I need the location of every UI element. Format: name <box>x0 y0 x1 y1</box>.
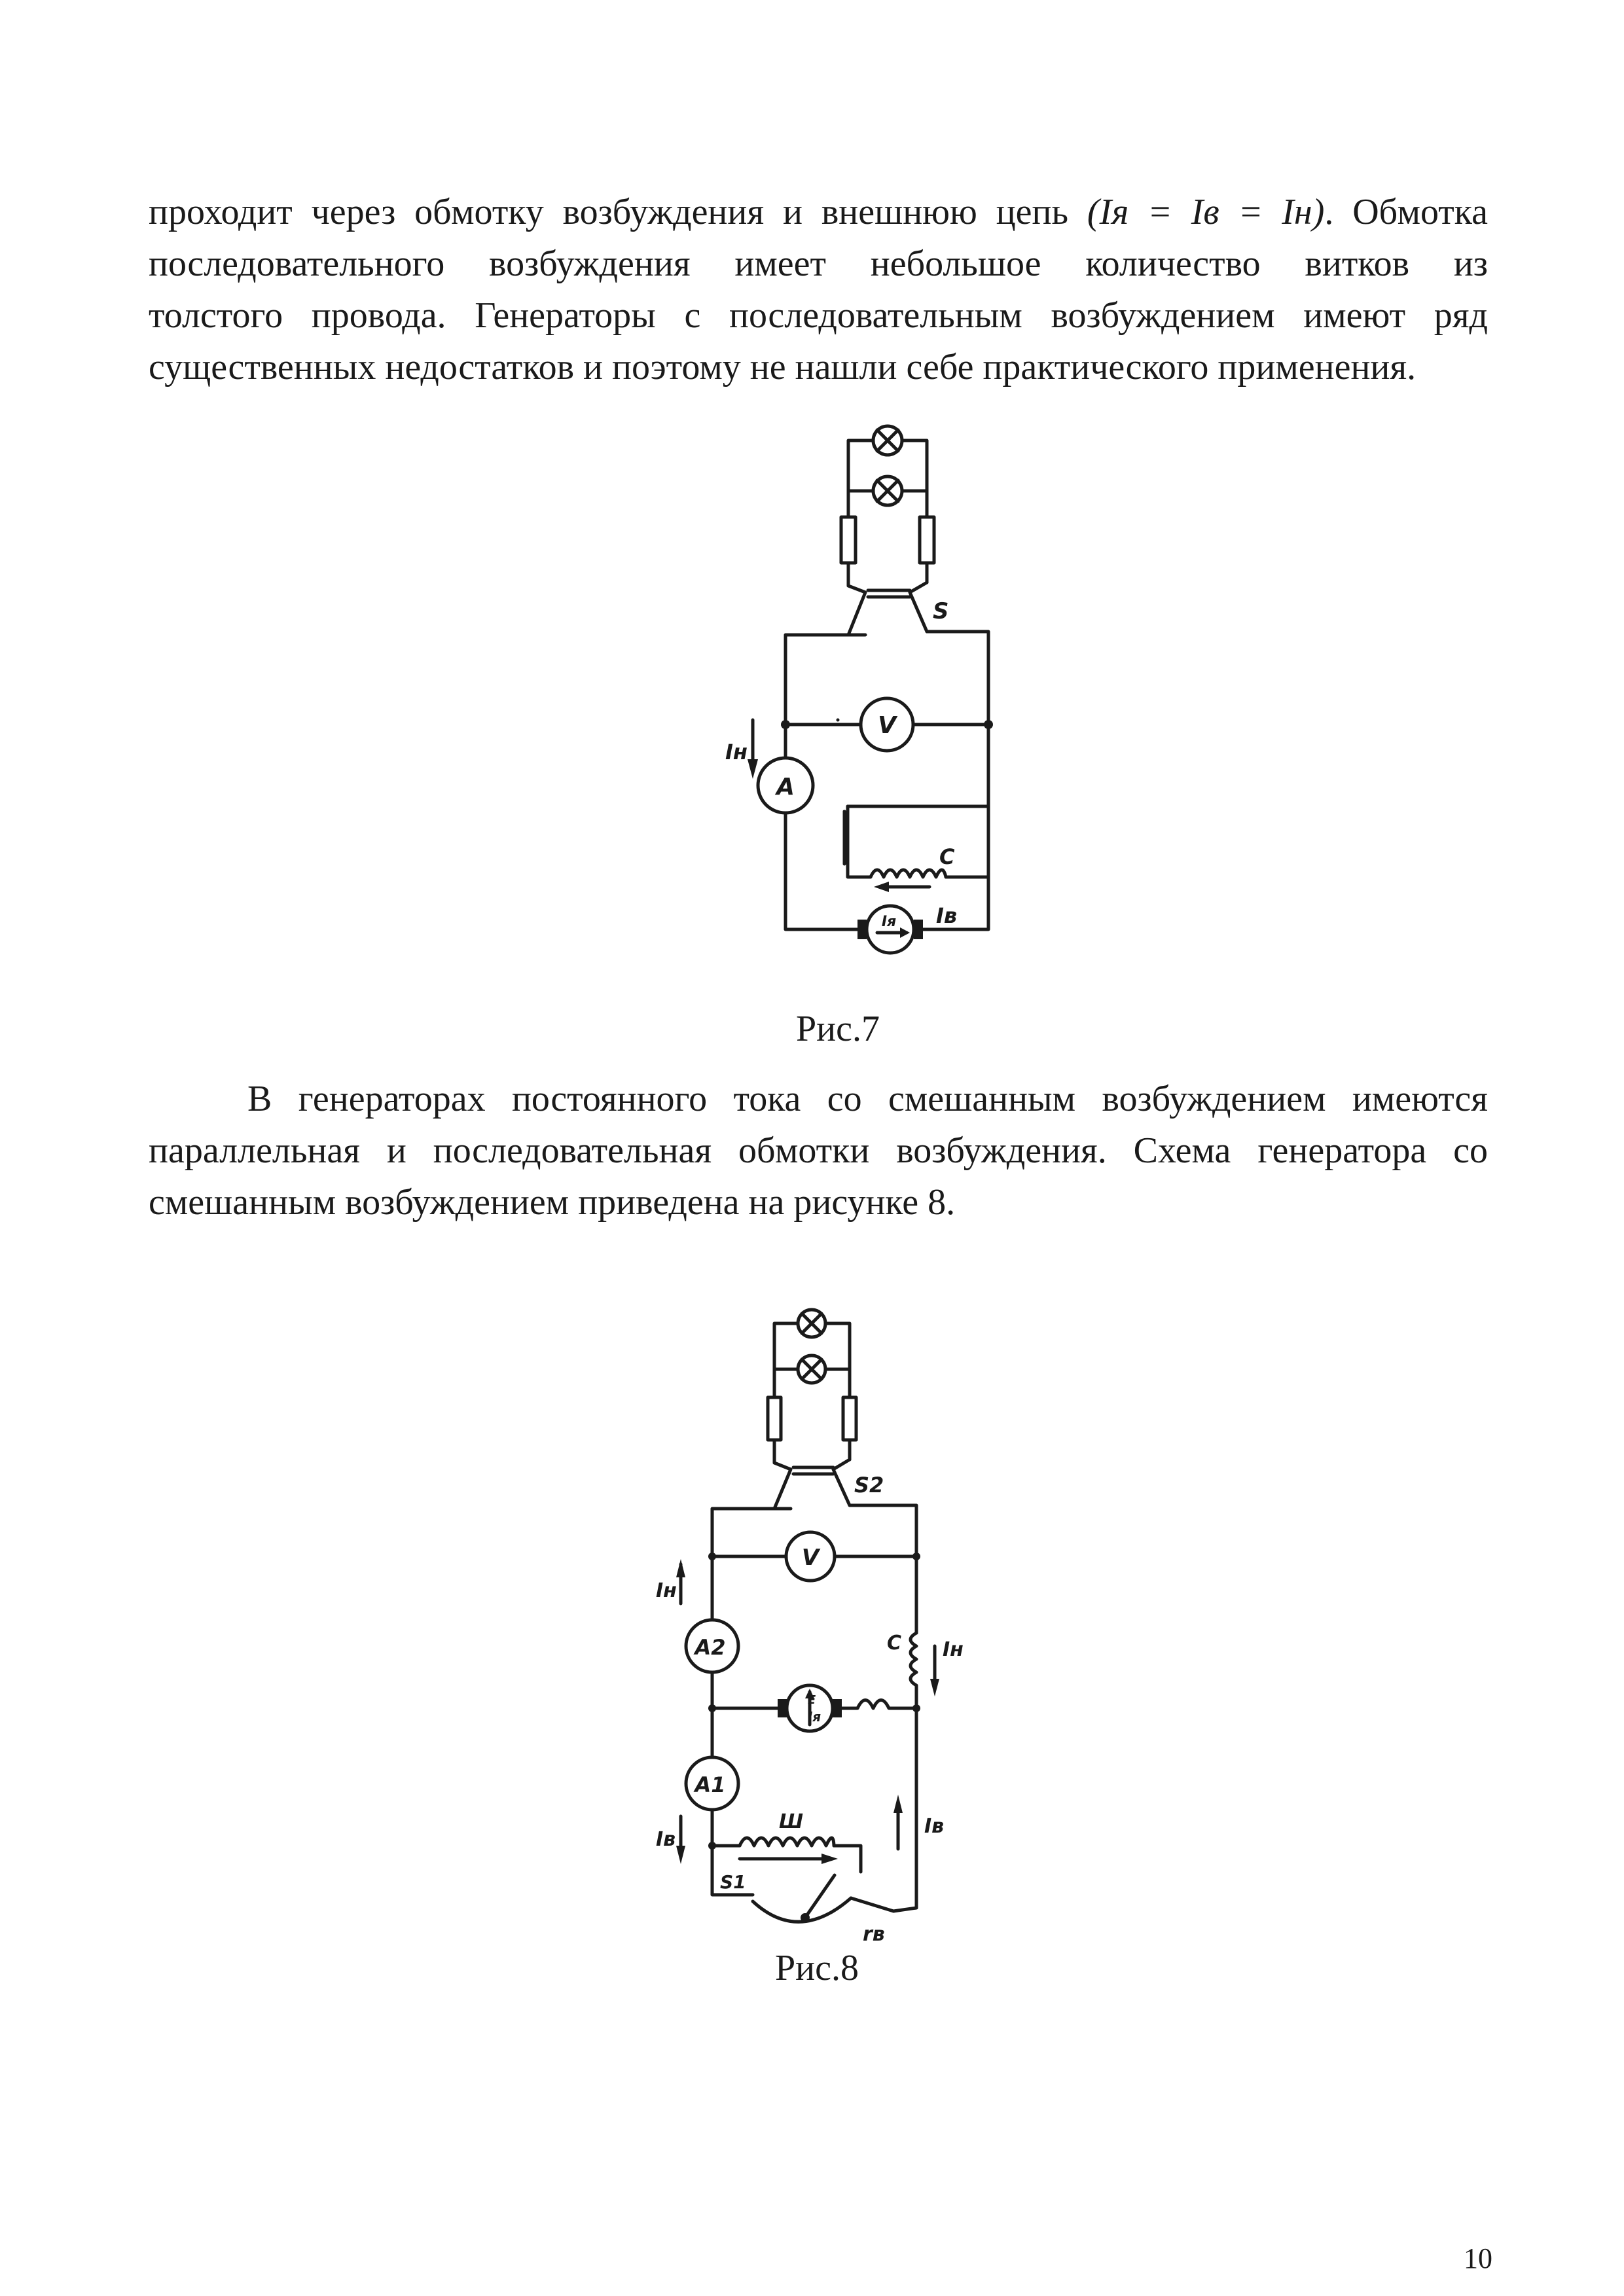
arrow-down-icon <box>676 1846 685 1864</box>
arrow-up-icon <box>676 1559 685 1577</box>
ammeter2-label: A2 <box>693 1635 725 1660</box>
switch-field-label: S1 <box>720 1871 746 1893</box>
arrow-right-icon <box>821 1854 838 1864</box>
field-current-right-label: Iв <box>924 1815 944 1838</box>
arrow-up-icon <box>893 1795 903 1813</box>
arrow-down-icon <box>930 1679 939 1696</box>
lamp-icon <box>796 1354 827 1385</box>
series-coil-label: С <box>887 1632 901 1655</box>
ammeter1-label: A1 <box>693 1772 725 1797</box>
gen-current-label: Iя <box>808 1709 821 1725</box>
load-current-left-label: Iн <box>656 1579 677 1602</box>
load-current-label: Iн <box>725 740 748 764</box>
paragraph-2-line-1: В генераторах постоянного тока со смешан… <box>247 1079 1488 1119</box>
field-current-left-label: Iв <box>656 1828 676 1851</box>
series-coil-icon <box>909 1631 918 1710</box>
current-equation: (Iя = Iв = Iн) <box>1087 192 1325 232</box>
paragraph-1-line-2: последовательного возбуждения имеет небо… <box>149 243 1488 284</box>
fuse-icon <box>839 515 857 565</box>
figure-8-caption: Рис.8 <box>775 1948 859 1988</box>
gen-emf-label: E <box>808 1693 816 1707</box>
switch-icon <box>772 1458 852 1511</box>
generator-current-label: Iя <box>882 914 896 930</box>
figure-7-circuit-diagram: S V Iн A С Iв Iя <box>725 424 993 955</box>
generator-icon <box>857 904 923 955</box>
figure-7-caption: Рис.7 <box>796 1009 880 1049</box>
voltmeter-label: V <box>878 712 898 739</box>
figure-8-circuit-diagram: S2 V Iн A2 С Iн E Iя A1 Iв <box>656 1308 964 1946</box>
shunt-coil-label: Ш <box>779 1810 803 1833</box>
field-current-label: Iв <box>936 903 957 928</box>
lamp-icon <box>871 475 904 507</box>
paragraph-1: проходит через обмотку возбуждения и вне… <box>149 187 1488 393</box>
fuse-icon <box>841 1395 858 1442</box>
lamp-icon <box>796 1308 827 1339</box>
fuse-icon <box>766 1395 783 1442</box>
switch-main-label: S2 <box>854 1473 884 1498</box>
ammeter-label: A <box>774 774 795 800</box>
generator-icon <box>778 1683 842 1733</box>
paragraph-2: В генераторах постоянного тока со смешан… <box>149 1073 1488 1229</box>
voltmeter-icon <box>859 696 915 753</box>
coil-icon <box>840 1698 918 1710</box>
paragraph-1-line-1: проходит через обмотку возбуждения и вне… <box>149 192 1488 232</box>
shunt-coil-icon <box>738 1836 836 1848</box>
arrow-left-icon <box>874 882 889 892</box>
rheostat-label: rв <box>863 1923 885 1946</box>
switch-label: S <box>933 598 949 624</box>
paragraph-2-line-3: смешанным возбуждением приведена на рису… <box>149 1182 956 1223</box>
switch-icon <box>846 581 929 637</box>
page-number: 10 <box>1464 2242 1492 2274</box>
paragraph-1-line-4: существенных недостатков и поэтому не на… <box>149 347 1416 387</box>
lamp-icon <box>871 424 904 457</box>
arrow-down-icon <box>748 759 758 779</box>
paragraph-1-line-3: толстого провода. Генераторы с последова… <box>149 295 1488 336</box>
voltmeter-label: V <box>802 1545 821 1571</box>
coil-label: С <box>939 844 955 869</box>
fuse-icon <box>918 515 936 565</box>
rheostat-icon <box>751 1873 853 1924</box>
load-current-right-label: Iн <box>943 1638 964 1661</box>
coil-icon <box>869 868 948 879</box>
voltmeter-icon <box>784 1530 837 1583</box>
paragraph-2-line-2: параллельная и последовательная обмотки … <box>149 1130 1488 1171</box>
